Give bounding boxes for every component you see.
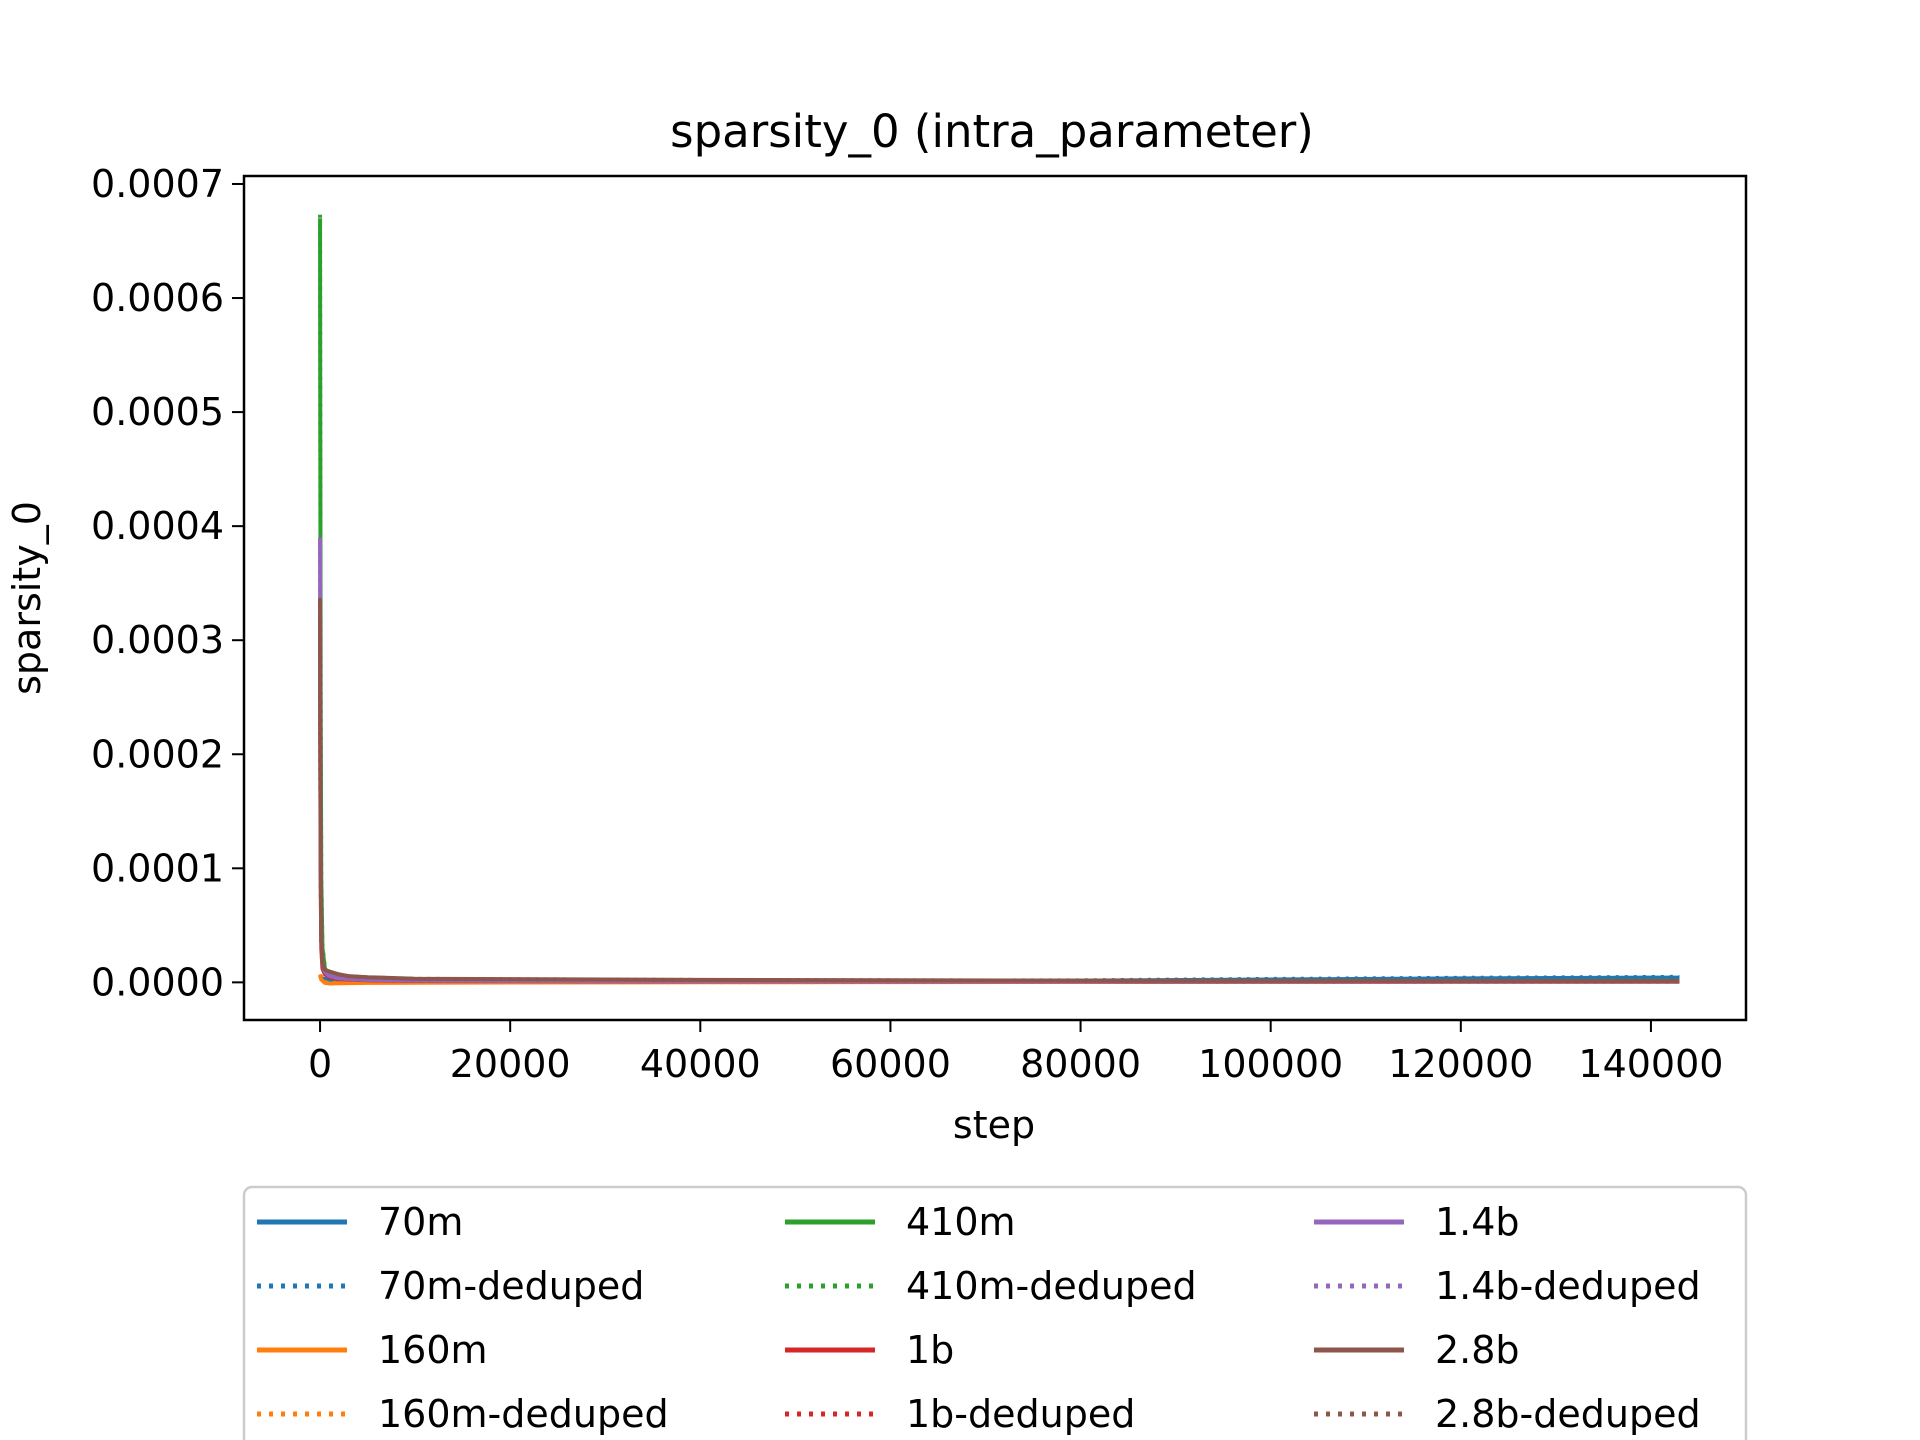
y-tick-label: 0.0002 xyxy=(91,732,224,776)
x-tick-label: 0 xyxy=(308,1042,332,1086)
x-tick-label: 40000 xyxy=(640,1042,761,1086)
y-tick-label: 0.0000 xyxy=(91,960,224,1004)
y-tick-label: 0.0006 xyxy=(91,276,224,320)
legend: 70m 70m-deduped 160m 160m-deduped 410m 410m-d… xyxy=(242,1185,1748,1440)
legend-label: 1.4b xyxy=(1435,1200,1520,1244)
y-axis-title: sparsity_0 xyxy=(5,501,49,695)
y-tick-label: 0.0005 xyxy=(91,390,224,434)
y-tick-label: 0.0004 xyxy=(91,504,224,548)
legend-label: 160m xyxy=(378,1328,488,1372)
legend-label: 410m-deduped xyxy=(906,1264,1197,1308)
legend-label: 1.4b-deduped xyxy=(1435,1264,1701,1308)
legend-label: 1b-deduped xyxy=(906,1392,1135,1436)
series-line-11 xyxy=(318,605,1680,983)
legend-label: 70m xyxy=(378,1200,463,1244)
legend-label: 160m-deduped xyxy=(378,1392,669,1436)
x-axis: 0 20000 40000 60000 80000 100000 120000 140000 xyxy=(308,1020,1723,1086)
legend-label: 410m xyxy=(906,1200,1016,1244)
chart-title: sparsity_0 (intra_parameter) xyxy=(670,105,1314,158)
y-axis: 0.0000 0.0001 0.0002 0.0003 0.0004 0.0005 0.00… xyxy=(91,162,244,1004)
legend-label: 2.8b-deduped xyxy=(1435,1392,1701,1436)
plot-frame xyxy=(242,174,1748,1022)
x-tick-label: 80000 xyxy=(1020,1042,1141,1086)
legend-label: 70m-deduped xyxy=(378,1264,644,1308)
x-tick-label: 20000 xyxy=(450,1042,571,1086)
x-tick-label: 140000 xyxy=(1578,1042,1723,1086)
legend-label: 2.8b xyxy=(1435,1328,1520,1372)
x-tick-label: 60000 xyxy=(830,1042,951,1086)
legend-frame xyxy=(242,1185,1748,1440)
x-axis-title: step xyxy=(953,1103,1035,1147)
legend-label: 1b xyxy=(906,1328,954,1372)
plot-lines xyxy=(318,214,1680,986)
x-tick-label: 100000 xyxy=(1198,1042,1343,1086)
y-tick-label: 0.0007 xyxy=(91,162,224,206)
series-line-1 xyxy=(319,974,1680,983)
y-tick-label: 0.0003 xyxy=(91,618,224,662)
y-tick-label: 0.0001 xyxy=(91,846,224,890)
x-tick-label: 120000 xyxy=(1388,1042,1533,1086)
